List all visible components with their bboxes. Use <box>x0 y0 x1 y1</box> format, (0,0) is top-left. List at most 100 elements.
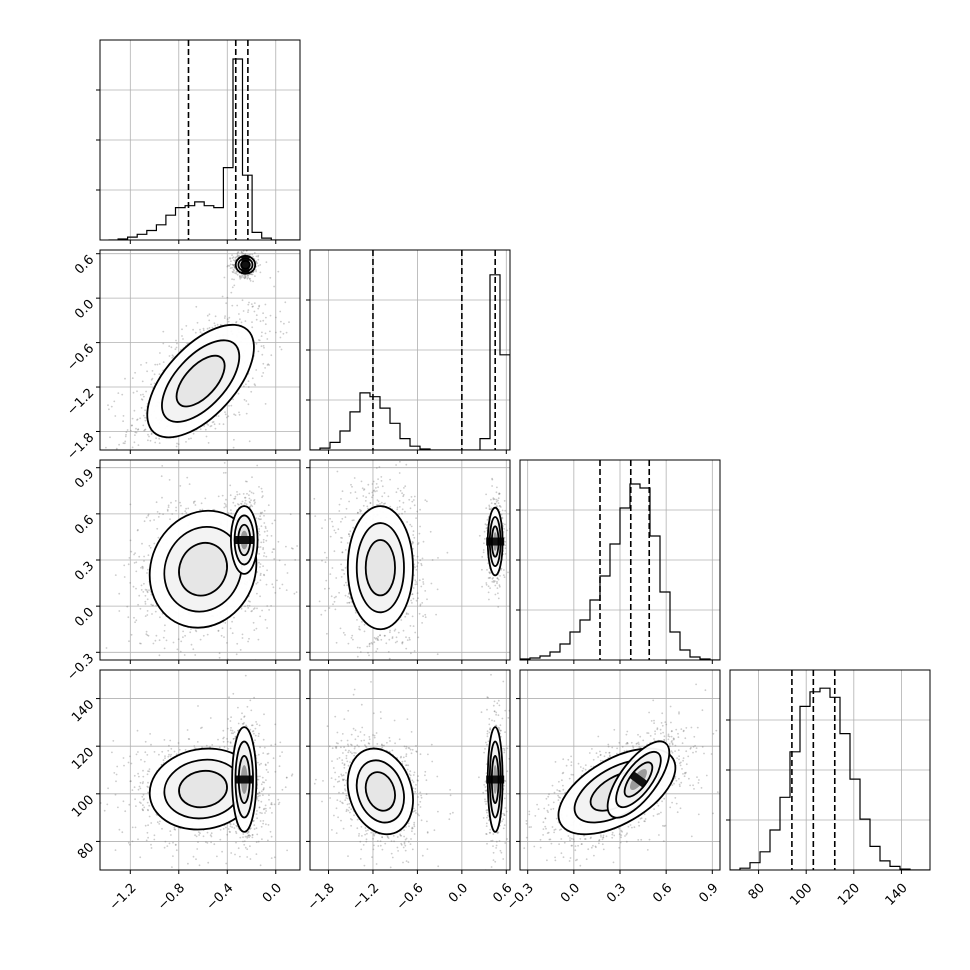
scatter-point <box>202 329 205 332</box>
scatter-point <box>150 822 153 824</box>
scatter-point <box>130 550 133 553</box>
scatter-point <box>137 428 139 431</box>
scatter-point <box>259 320 262 323</box>
scatter-point <box>346 584 349 586</box>
scatter-point <box>413 536 416 539</box>
scatter-point <box>381 485 384 488</box>
scatter-point <box>124 440 127 443</box>
scatter-point <box>149 546 152 549</box>
scatter-point <box>211 421 214 424</box>
scatter-point <box>332 603 334 606</box>
scatter-point <box>415 517 417 519</box>
scatter-point <box>116 455 118 457</box>
scatter-point <box>131 840 134 843</box>
scatter-point <box>413 495 416 498</box>
scatter-point <box>227 512 230 514</box>
scatter-point <box>234 259 237 262</box>
scatter-point <box>243 666 245 668</box>
scatter-point <box>186 342 189 345</box>
scatter-point <box>244 275 247 278</box>
scatter-point <box>352 519 355 521</box>
scatter-point <box>365 496 367 499</box>
scatter-point <box>155 437 158 440</box>
scatter-point <box>343 584 346 587</box>
scatter-point <box>259 264 262 266</box>
scatter-point <box>333 550 336 553</box>
scatter-point <box>170 753 173 756</box>
scatter-point <box>368 654 370 657</box>
scatter-point <box>144 416 147 419</box>
scatter-point <box>161 496 163 499</box>
scatter-point <box>411 542 414 545</box>
scatter-point <box>398 500 401 502</box>
scatter-point <box>231 620 234 623</box>
scatter-point <box>269 314 272 317</box>
scatter-point <box>229 263 232 266</box>
scatter-point <box>411 593 414 595</box>
scatter-point <box>164 624 166 627</box>
scatter-point <box>334 608 337 611</box>
scatter-point <box>314 515 317 517</box>
scatter-point <box>234 272 236 274</box>
scatter-point <box>335 577 338 579</box>
scatter-point <box>118 610 121 612</box>
scatter-point <box>488 598 490 601</box>
scatter-point <box>368 645 371 648</box>
scatter-point <box>187 662 189 664</box>
scatter-point <box>488 571 491 574</box>
scatter-point <box>494 580 496 582</box>
scatter-point <box>420 564 423 567</box>
scatter-point <box>406 639 409 641</box>
scatter-point <box>142 424 145 427</box>
scatter-point <box>339 627 342 630</box>
scatter-point <box>160 677 162 679</box>
scatter-point <box>260 541 263 544</box>
density-mode-1 <box>234 255 257 275</box>
scatter-point <box>336 470 339 473</box>
scatter-point <box>263 746 266 749</box>
scatter-point <box>247 403 250 406</box>
scatter-point <box>408 636 411 639</box>
scatter-point <box>248 490 251 493</box>
scatter-point <box>141 795 144 798</box>
scatter-point <box>122 442 125 445</box>
scatter-point <box>496 505 498 507</box>
scatter-point <box>384 709 386 711</box>
scatter-point <box>333 469 335 471</box>
scatter-point <box>202 835 205 838</box>
scatter-point <box>265 583 268 586</box>
scatter-point <box>236 491 238 493</box>
scatter-point <box>135 619 138 622</box>
scatter-point <box>374 490 376 493</box>
scatter-point <box>231 304 234 307</box>
scatter-point <box>346 542 349 544</box>
scatter-point <box>377 486 379 489</box>
scatter-point <box>255 342 258 345</box>
scatter-point <box>144 409 147 412</box>
scatter-point <box>409 523 412 526</box>
scatter-point <box>163 846 166 849</box>
scatter-point <box>400 619 403 621</box>
scatter-point <box>394 663 396 665</box>
scatter-point <box>238 313 240 315</box>
scatter-point <box>403 487 405 489</box>
scatter-point <box>362 677 364 679</box>
scatter-point <box>488 572 491 575</box>
scatter-point <box>491 485 493 487</box>
scatter-point <box>269 330 271 333</box>
scatter-point <box>226 296 229 299</box>
scatter-point <box>141 567 144 570</box>
scatter-point <box>258 304 261 307</box>
scatter-point <box>424 499 427 501</box>
scatter-point <box>407 613 410 615</box>
scatter-point <box>174 843 177 846</box>
scatter-point <box>414 631 417 634</box>
scatter-point <box>144 594 147 597</box>
scatter-point <box>117 392 120 394</box>
scatter-point <box>251 305 254 308</box>
scatter-point <box>244 496 247 499</box>
scatter-point <box>162 330 165 333</box>
scatter-point <box>201 746 203 749</box>
scatter-point <box>144 600 147 603</box>
scatter-point <box>197 705 199 707</box>
